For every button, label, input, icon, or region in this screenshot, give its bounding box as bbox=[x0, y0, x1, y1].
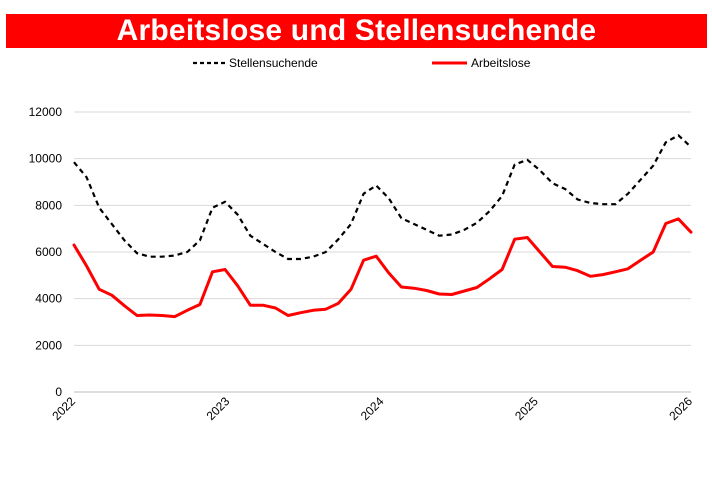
x-tick-label-2022: 2022 bbox=[49, 394, 78, 423]
chart-title: Arbeitslose und Stellensuchende bbox=[116, 14, 597, 47]
y-tick-label-12000: 12000 bbox=[29, 105, 63, 119]
series-line-arbeitslose bbox=[72, 217, 693, 319]
y-tick-label-0: 0 bbox=[55, 385, 62, 399]
x-tick-label-2024: 2024 bbox=[358, 394, 387, 423]
series-line-stellensuchende bbox=[73, 134, 692, 261]
y-tick-label-10000: 10000 bbox=[29, 152, 63, 166]
y-axis-tick-labels: 0 2000 4000 6000 8000 10000 12000 bbox=[29, 105, 63, 399]
series-lines bbox=[72, 134, 693, 319]
gridlines bbox=[74, 111, 691, 393]
y-tick-label-2000: 2000 bbox=[35, 338, 62, 352]
y-tick-label-8000: 8000 bbox=[35, 198, 62, 212]
x-tick-label-2026: 2026 bbox=[666, 394, 695, 423]
legend-label-stellensuchende: Stellensuchende bbox=[229, 56, 318, 70]
title-bar: Arbeitslose und Stellensuchende bbox=[6, 14, 707, 48]
y-tick-label-4000: 4000 bbox=[35, 292, 62, 306]
x-tick-label-2025: 2025 bbox=[512, 394, 541, 423]
y-tick-label-6000: 6000 bbox=[35, 245, 62, 259]
x-tick-label-2023: 2023 bbox=[204, 394, 233, 423]
legend: Stellensuchende Arbeitslose bbox=[193, 56, 531, 70]
x-axis-tick-labels: 2022 2023 2024 2025 2026 bbox=[49, 394, 695, 423]
legend-label-arbeitslose: Arbeitslose bbox=[471, 56, 531, 70]
